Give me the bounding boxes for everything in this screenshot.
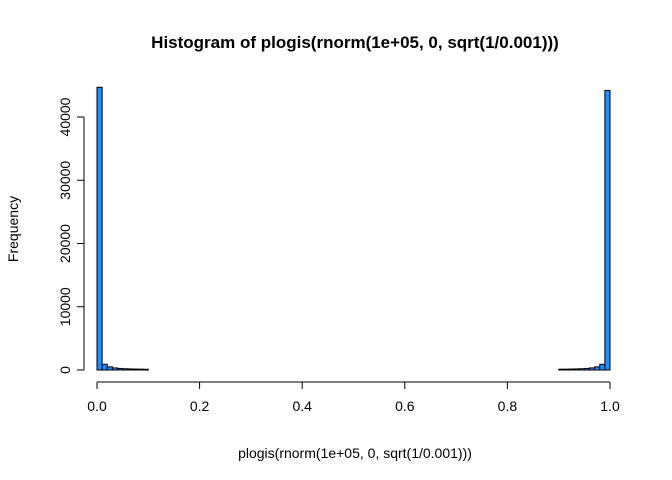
histogram-bar [122,368,129,371]
histogram-bar [594,366,601,371]
histogram-bar [578,368,585,371]
y-tick-label: 0 [57,366,73,374]
x-axis: 0.0 0.2 0.4 0.6 0.8 1.0 [87,381,620,414]
histogram-bar [117,367,124,371]
histogram-bar [599,363,606,371]
histogram-bar [101,363,108,371]
histogram-bar [573,368,580,371]
y-tick-label: 30000 [57,161,73,200]
histogram-bar [137,368,144,371]
y-axis: 0 10000 20000 30000 40000 [57,97,85,374]
y-tick-label: 40000 [57,97,73,136]
x-tick-label: 0.2 [190,398,210,414]
histogram-bar [111,367,119,371]
histogram-bar [132,368,139,371]
histogram-bar [96,86,103,371]
histogram-bar [588,367,596,371]
x-tick-label: 1.0 [600,398,620,414]
histogram-bar [604,89,611,371]
x-tick-label: 0.0 [87,398,107,414]
y-tick-label: 20000 [57,224,73,263]
histogram-bar [568,368,575,371]
histogram-bar [558,368,565,371]
histogram-bar [106,366,113,371]
chart-title: Histogram of plogis(rnorm(1e+05, 0, sqrt… [151,33,559,52]
x-axis-label: plogis(rnorm(1e+05, 0, sqrt(1/0.001))) [238,445,472,461]
y-tick-label: 10000 [57,287,73,326]
histogram-bar [563,368,570,371]
x-tick-label: 0.6 [395,398,415,414]
histogram-bar [142,368,149,371]
y-axis-label: Frequency [5,196,21,262]
histogram-bar [127,368,134,371]
bars [96,86,611,371]
x-tick-label: 0.8 [498,398,518,414]
x-tick-label: 0.4 [292,398,312,414]
histogram-bar [583,367,590,371]
